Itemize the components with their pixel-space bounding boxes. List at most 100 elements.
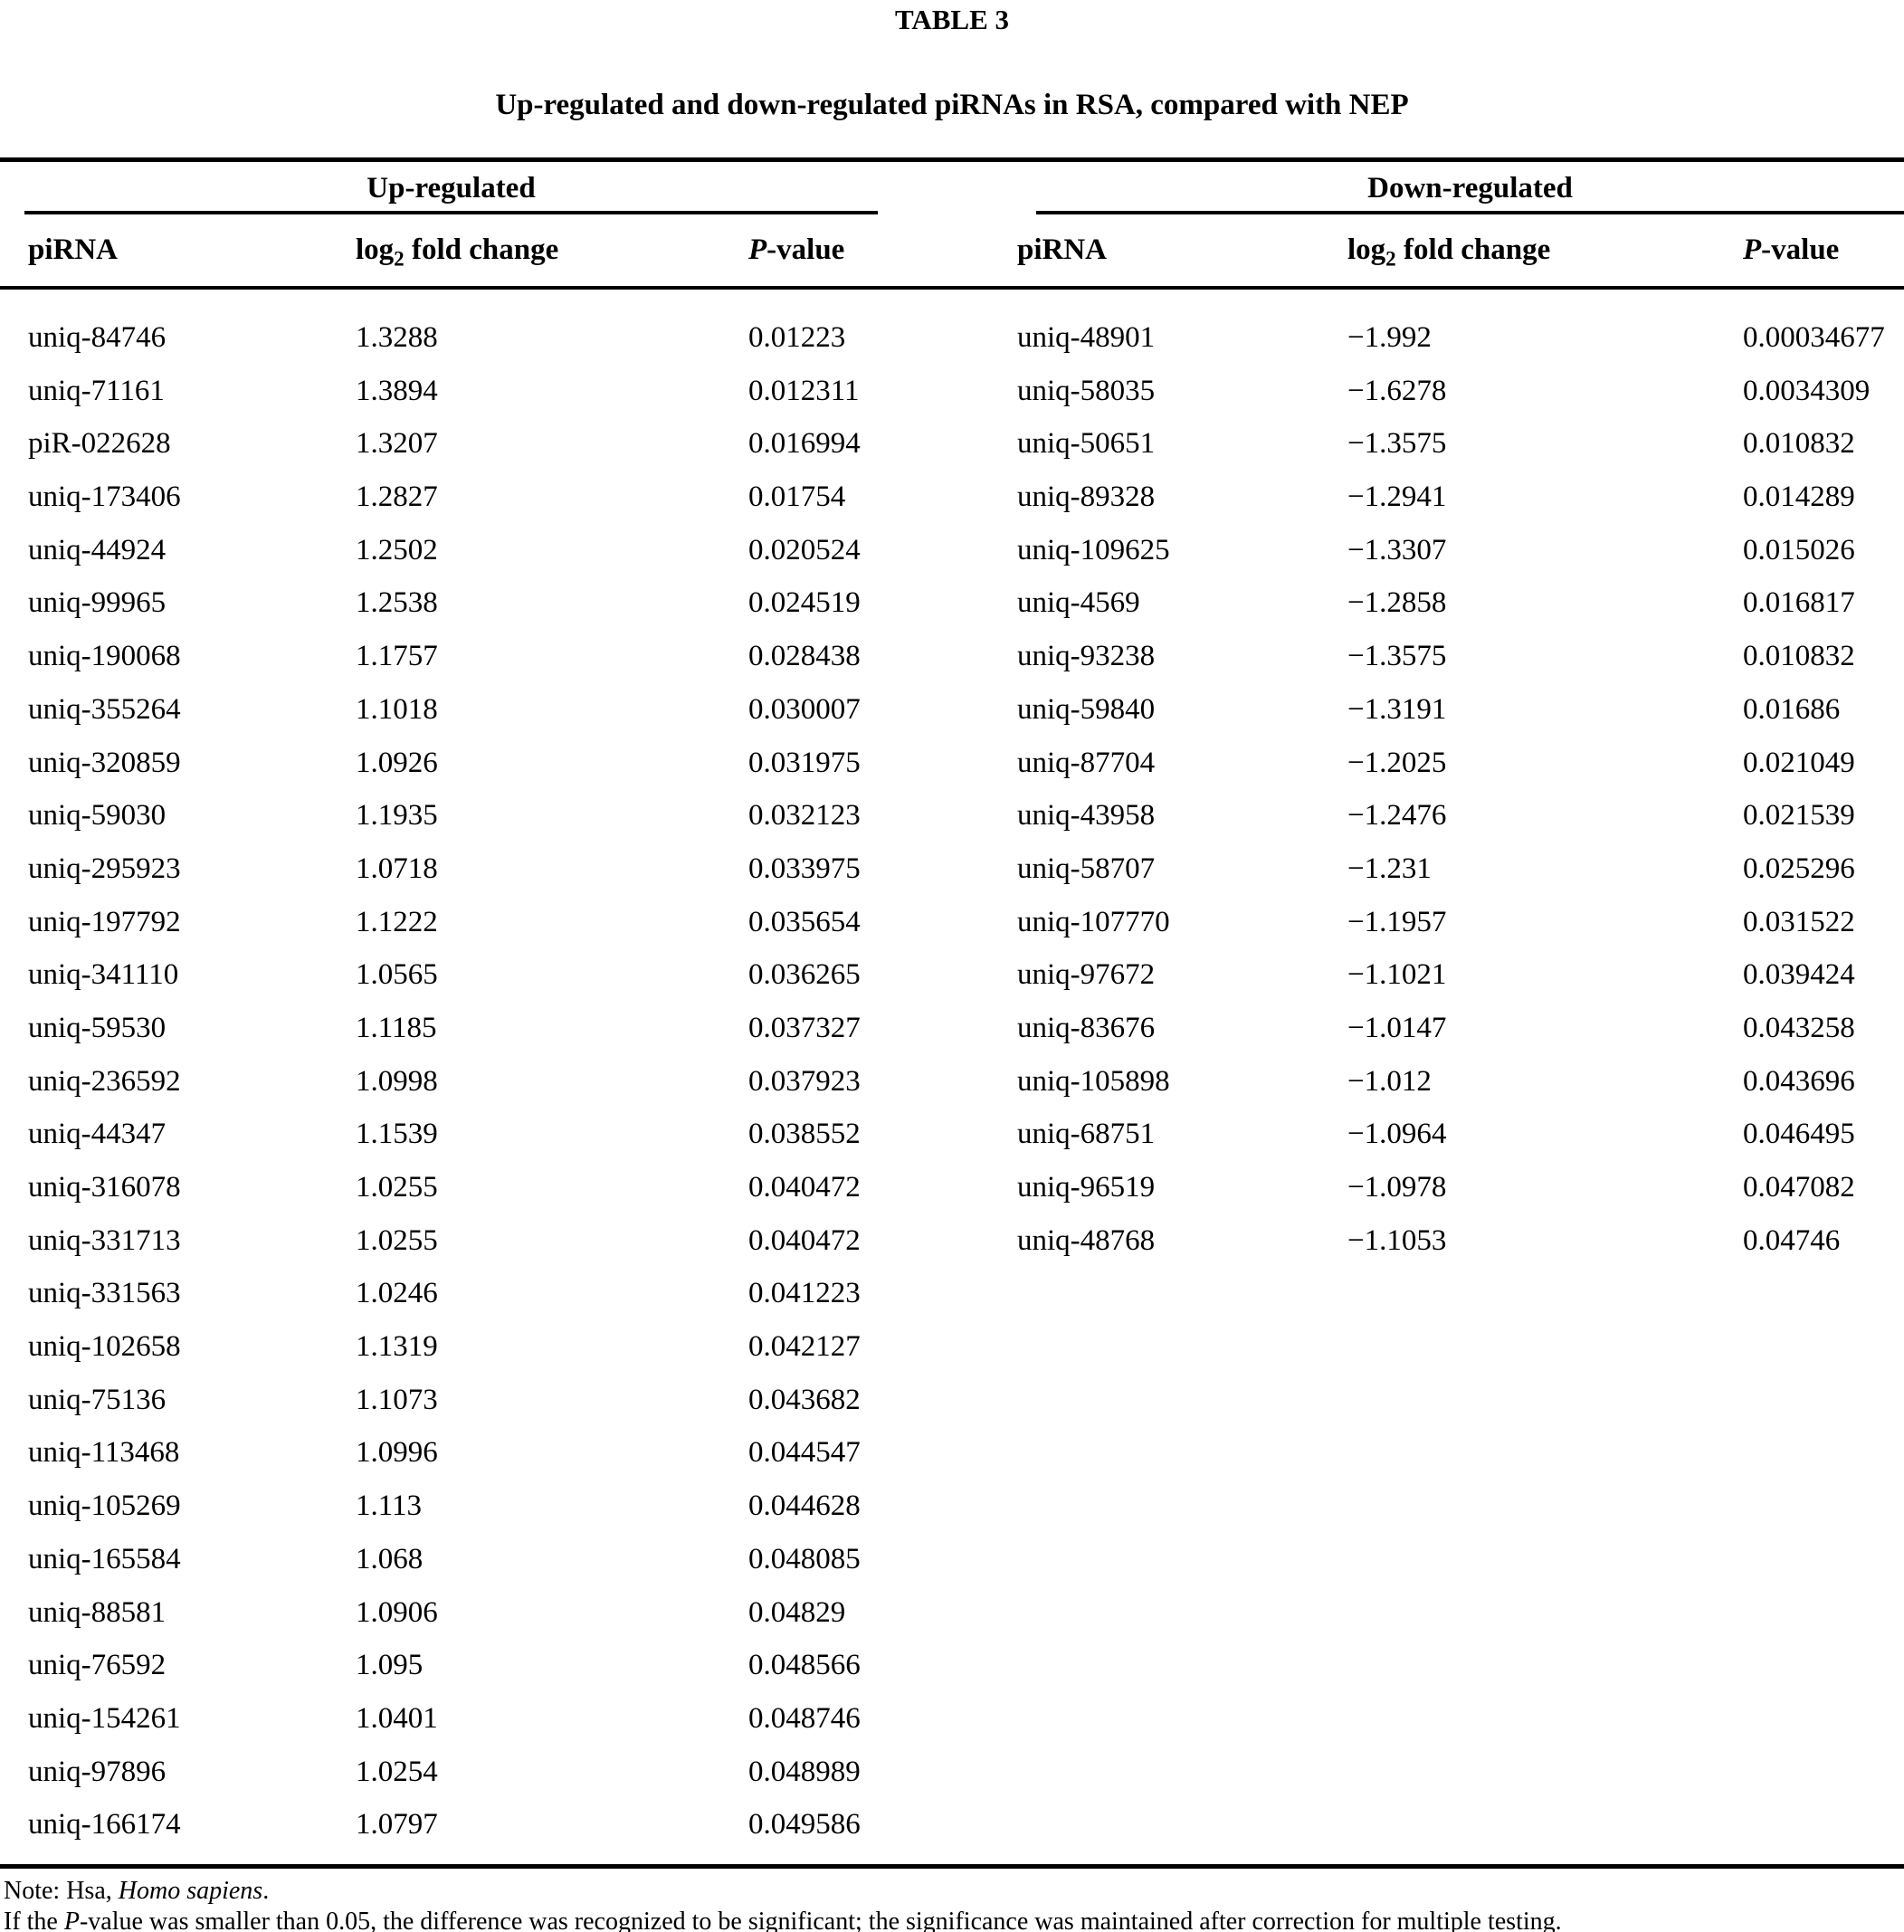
pirna-cell: uniq-190068 bbox=[28, 640, 181, 673]
log2-fold-change-cell: 1.0401 bbox=[356, 1701, 438, 1735]
p-value-cell: 0.047082 bbox=[1743, 1171, 1855, 1204]
pirna-cell: uniq-88581 bbox=[28, 1595, 167, 1629]
table-row: uniq-316078 1.0255 0.040472 bbox=[0, 1161, 1017, 1214]
pirna-cell: uniq-4569 bbox=[1017, 586, 1140, 620]
table-row: uniq-331563 1.0246 0.041223 bbox=[0, 1268, 1017, 1321]
table-row: uniq-75136 1.1073 0.043682 bbox=[0, 1374, 1017, 1427]
log2-fold-change-cell: 1.0718 bbox=[356, 852, 438, 885]
table-row: uniq-99965 1.2538 0.024519 bbox=[0, 577, 1017, 631]
table-row: uniq-58035 −1.6278 0.0034309 bbox=[1017, 365, 1904, 418]
pirna-cell: uniq-75136 bbox=[28, 1383, 167, 1416]
pirna-cell: uniq-166174 bbox=[28, 1808, 181, 1842]
pirna-cell: uniq-96519 bbox=[1017, 1171, 1156, 1204]
table-row: uniq-93238 −1.3575 0.010832 bbox=[1017, 630, 1904, 683]
column-header-pvalue-right: P-value bbox=[1743, 233, 1840, 266]
p-value-cell: 0.010832 bbox=[1743, 427, 1855, 461]
p-value-cell: 0.030007 bbox=[748, 692, 861, 726]
p-value-cell: 0.020524 bbox=[748, 533, 861, 566]
group-header-row: Up-regulated Down-regulated bbox=[0, 162, 1904, 214]
log2-fold-change-cell: 1.2502 bbox=[356, 533, 438, 566]
log2-fold-change-cell: 1.2827 bbox=[356, 481, 438, 514]
p-value-cell: 0.048989 bbox=[748, 1755, 861, 1788]
log2-fold-change-cell: 1.3207 bbox=[356, 427, 438, 461]
log2-fold-change-cell: −1.0964 bbox=[1347, 1118, 1447, 1151]
p-value-cell: 0.010832 bbox=[1743, 640, 1855, 673]
pirna-cell: uniq-107770 bbox=[1017, 905, 1170, 938]
pirna-cell: uniq-154261 bbox=[28, 1701, 181, 1735]
table-row: uniq-355264 1.1018 0.030007 bbox=[0, 683, 1017, 737]
pirna-cell: uniq-48768 bbox=[1017, 1223, 1156, 1257]
table-row: uniq-87704 −1.2025 0.021049 bbox=[1017, 737, 1904, 790]
log2-fold-change-cell: −1.2025 bbox=[1347, 746, 1447, 779]
p-value-cell: 0.015026 bbox=[1743, 533, 1855, 566]
group-header-down-regulated: Down-regulated bbox=[1036, 162, 1904, 214]
p-value-cell: 0.00034677 bbox=[1743, 321, 1885, 355]
log2-fold-change-cell: −1.0147 bbox=[1347, 1011, 1447, 1044]
pirna-cell: uniq-76592 bbox=[28, 1649, 167, 1682]
p-value-cell: 0.044628 bbox=[748, 1489, 861, 1523]
p-value-cell: 0.044547 bbox=[748, 1436, 861, 1470]
pirna-cell: uniq-97896 bbox=[28, 1755, 167, 1788]
log2-fold-change-cell: 1.1222 bbox=[356, 905, 438, 938]
p-value-cell: 0.01686 bbox=[1743, 692, 1841, 726]
pirna-cell: uniq-93238 bbox=[1017, 640, 1156, 673]
p-value-cell: 0.021539 bbox=[1743, 799, 1855, 833]
p-value-cell: 0.048566 bbox=[748, 1649, 861, 1682]
p-value-cell: 0.025296 bbox=[1743, 852, 1855, 885]
table-row: uniq-105269 1.113 0.044628 bbox=[0, 1480, 1017, 1533]
log2-fold-change-cell: −1.2858 bbox=[1347, 586, 1447, 620]
table-row: uniq-58707 −1.231 0.025296 bbox=[1017, 842, 1904, 896]
column-header-log2-fold-change-left: log2 fold change bbox=[356, 233, 559, 271]
p-value-cell: 0.043258 bbox=[1743, 1011, 1855, 1044]
table-row: uniq-83676 −1.0147 0.043258 bbox=[1017, 1002, 1904, 1055]
table-row: uniq-113468 1.0996 0.044547 bbox=[0, 1427, 1017, 1480]
table-bottom-rule bbox=[0, 1864, 1904, 1870]
pirna-cell: uniq-113468 bbox=[28, 1436, 180, 1470]
table-note-species: Note: Hsa, Homo sapiens. bbox=[4, 1877, 270, 1906]
p-value-cell: 0.040472 bbox=[748, 1171, 861, 1204]
p-value-cell: 0.048085 bbox=[748, 1542, 861, 1575]
p-value-cell: 0.016994 bbox=[748, 427, 861, 461]
p-value-cell: 0.046495 bbox=[1743, 1118, 1855, 1151]
p-value-cell: 0.016817 bbox=[1743, 586, 1855, 620]
column-header-log2-fold-change-right: log2 fold change bbox=[1347, 233, 1551, 271]
log2-fold-change-cell: −1.2476 bbox=[1347, 799, 1447, 833]
pirna-cell: uniq-89328 bbox=[1017, 481, 1156, 514]
pirna-cell: uniq-165584 bbox=[28, 1542, 181, 1575]
pirna-cell: uniq-68751 bbox=[1017, 1118, 1156, 1151]
log2-fold-change-cell: 1.0255 bbox=[356, 1223, 438, 1257]
p-value-cell: 0.043682 bbox=[748, 1383, 861, 1416]
log2-fold-change-cell: −1.3575 bbox=[1347, 640, 1447, 673]
pirna-cell: uniq-320859 bbox=[28, 746, 181, 779]
pirna-cell: uniq-105898 bbox=[1017, 1064, 1170, 1098]
table-row: uniq-236592 1.0998 0.037923 bbox=[0, 1055, 1017, 1109]
log2-fold-change-cell: −1.992 bbox=[1347, 321, 1432, 355]
p-value-cell: 0.036265 bbox=[748, 958, 861, 992]
table-row: uniq-331713 1.0255 0.040472 bbox=[0, 1214, 1017, 1268]
log2-fold-change-cell: −1.3191 bbox=[1347, 692, 1447, 726]
log2-fold-change-cell: −1.1957 bbox=[1347, 905, 1447, 938]
table-row: uniq-59530 1.1185 0.037327 bbox=[0, 1002, 1017, 1055]
group-header-up-regulated: Up-regulated bbox=[24, 162, 878, 214]
table-row: uniq-43958 −1.2476 0.021539 bbox=[1017, 789, 1904, 842]
column-header-pirna-left: piRNA bbox=[28, 233, 119, 266]
p-value-cell: 0.01223 bbox=[748, 321, 846, 355]
log2-fold-change-cell: 1.113 bbox=[356, 1489, 423, 1523]
p-value-cell: 0.0034309 bbox=[1743, 374, 1871, 407]
table-row: uniq-84746 1.3288 0.01223 bbox=[0, 311, 1017, 365]
log2-fold-change-cell: 1.1935 bbox=[356, 799, 438, 833]
table-row: uniq-97672 −1.1021 0.039424 bbox=[1017, 948, 1904, 1002]
pirna-cell: uniq-59840 bbox=[1017, 692, 1156, 726]
p-value-cell: 0.028438 bbox=[748, 640, 861, 673]
p-value-cell: 0.037327 bbox=[748, 1011, 861, 1044]
p-value-cell: 0.031522 bbox=[1743, 905, 1855, 938]
p-value-cell: 0.024519 bbox=[748, 586, 861, 620]
pirna-cell: uniq-87704 bbox=[1017, 746, 1156, 779]
pirna-cell: uniq-109625 bbox=[1017, 533, 1170, 566]
p-value-cell: 0.01754 bbox=[748, 481, 846, 514]
log2-fold-change-cell: 1.0246 bbox=[356, 1277, 438, 1310]
table-row: uniq-341110 1.0565 0.036265 bbox=[0, 948, 1017, 1002]
up-regulated-panel: uniq-84746 1.3288 0.01223 uniq-71161 1.3… bbox=[0, 311, 1017, 1851]
log2-fold-change-cell: 1.0926 bbox=[356, 746, 438, 779]
table-row: uniq-88581 1.0906 0.04829 bbox=[0, 1586, 1017, 1640]
